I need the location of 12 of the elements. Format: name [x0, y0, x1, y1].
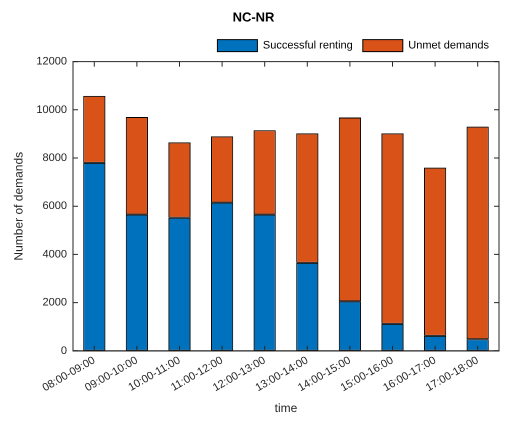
legend-label: Successful renting	[262, 40, 353, 52]
y-tick-label: 4000	[42, 248, 67, 260]
y-tick-label: 10000	[36, 104, 67, 116]
y-tick-label: 8000	[42, 152, 67, 164]
y-tick-label: 6000	[42, 200, 67, 212]
y-tick-label: 2000	[42, 296, 67, 309]
y-tick-label: 12000	[36, 56, 67, 68]
legend-label: Unmet demands	[408, 40, 490, 52]
x-axis-title: time	[274, 401, 298, 416]
y-tick-label: 0	[60, 344, 67, 357]
chart-title: NC-NR	[232, 9, 276, 24]
y-axis-title: Number of demands	[12, 152, 26, 261]
